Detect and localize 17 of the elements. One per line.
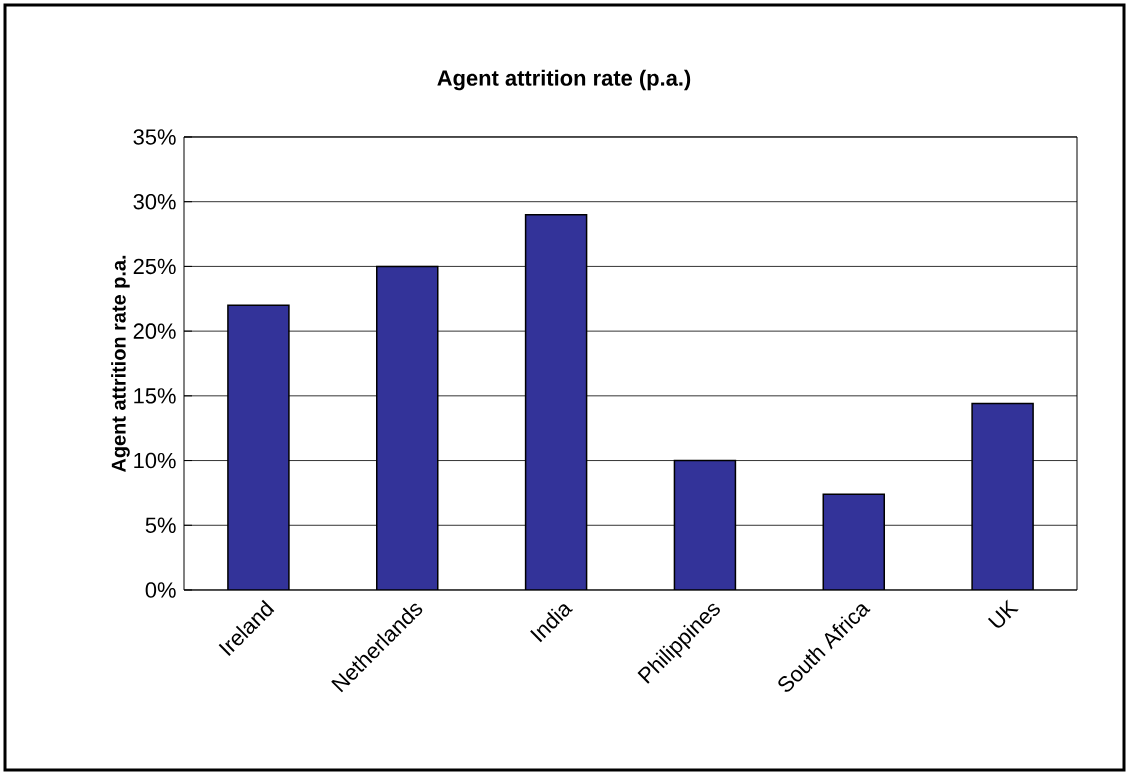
y-tick-label: 5% [145, 517, 176, 533]
bar [673, 459, 737, 590]
chart-title: Agent attrition rate (p.a.) [437, 69, 691, 91]
x-tick-label: UK [987, 599, 1019, 628]
bar [376, 265, 439, 590]
bar [971, 402, 1034, 590]
y-tick-label: 35% [133, 129, 176, 145]
bar [227, 304, 290, 590]
bar [822, 493, 886, 590]
y-tick-label: 25% [133, 258, 176, 275]
y-axis-title: Agent attrition rate p.a. [111, 255, 130, 473]
y-tick-label: 15% [134, 388, 176, 404]
y-tick-label: 30% [133, 193, 176, 210]
y-tick-label: 0% [145, 582, 176, 598]
y-tick-label: 20% [133, 323, 176, 339]
y-tick-label: 10% [134, 452, 176, 469]
bar [524, 213, 588, 590]
